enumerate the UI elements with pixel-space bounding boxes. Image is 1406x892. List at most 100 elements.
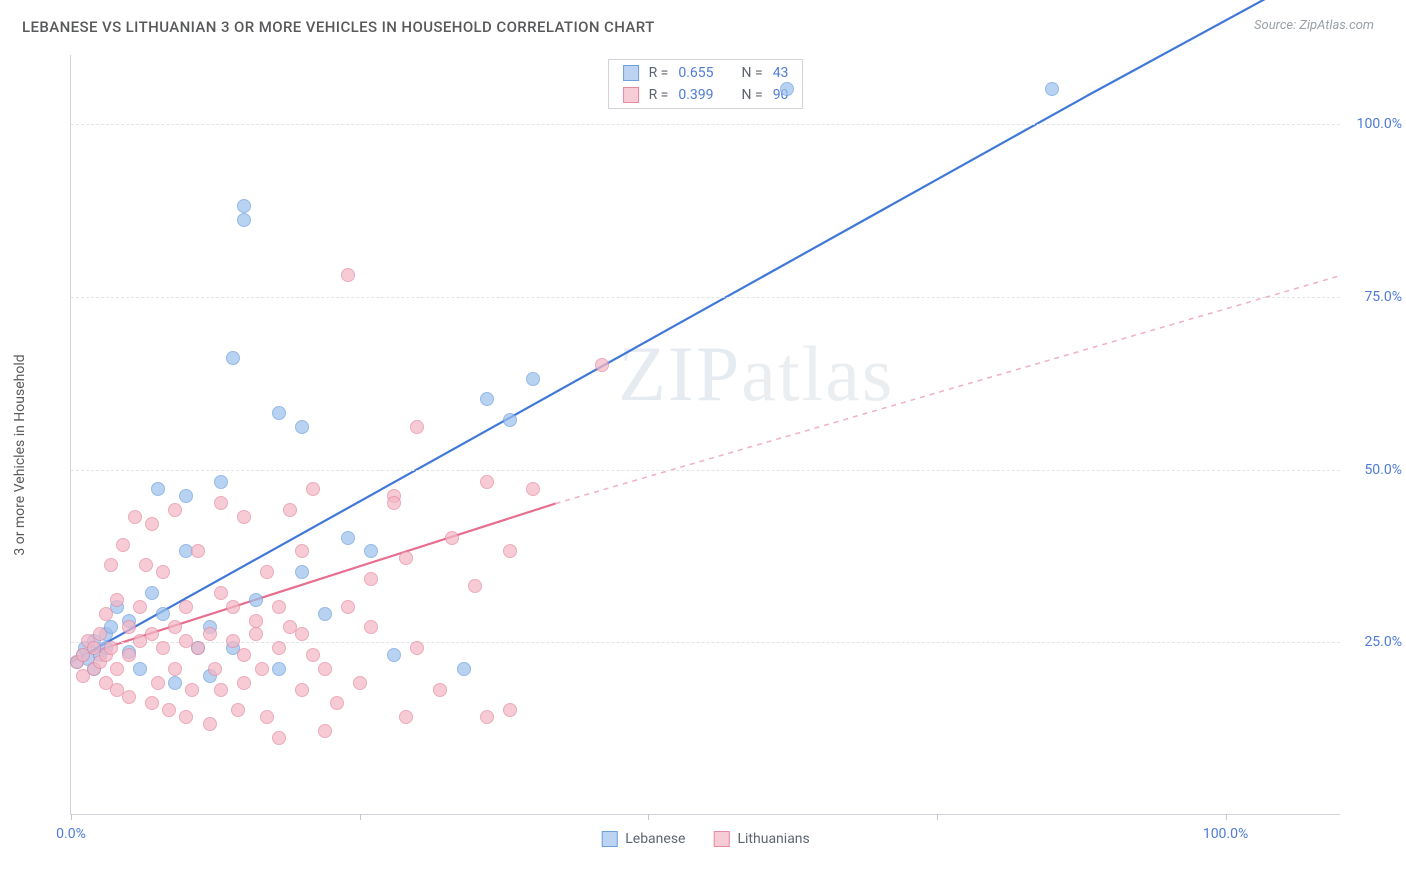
data-point: [191, 641, 205, 655]
data-point: [410, 641, 424, 655]
gridline-h: [71, 642, 1340, 643]
data-point: [503, 413, 517, 427]
data-point: [457, 662, 471, 676]
stats-row: R = 0.399N = 90: [609, 84, 803, 106]
data-point: [260, 710, 274, 724]
data-point: [145, 517, 159, 531]
data-point: [306, 482, 320, 496]
data-point: [272, 641, 286, 655]
legend-swatch-icon: [623, 87, 639, 103]
y-tick-label: 50.0%: [1346, 462, 1402, 478]
data-point: [503, 544, 517, 558]
gridline-h: [71, 297, 1340, 298]
data-point: [295, 420, 309, 434]
data-point: [480, 392, 494, 406]
stat-label: R =: [649, 65, 669, 81]
data-point: [410, 420, 424, 434]
data-point: [318, 662, 332, 676]
data-point: [116, 538, 130, 552]
data-point: [156, 641, 170, 655]
data-point: [128, 510, 142, 524]
data-point: [364, 572, 378, 586]
trend-lines: [71, 55, 1340, 814]
data-point: [179, 489, 193, 503]
data-point: [168, 662, 182, 676]
x-tick: [937, 814, 938, 820]
data-point: [179, 600, 193, 614]
data-point: [226, 634, 240, 648]
data-point: [214, 475, 228, 489]
data-point: [99, 607, 113, 621]
data-point: [503, 703, 517, 717]
data-point: [526, 372, 540, 386]
data-point: [595, 358, 609, 372]
data-point: [151, 676, 165, 690]
data-point: [272, 406, 286, 420]
data-point: [272, 600, 286, 614]
data-point: [237, 199, 251, 213]
data-point: [306, 648, 320, 662]
data-point: [145, 627, 159, 641]
legend-swatch-icon: [601, 831, 617, 847]
data-point: [260, 565, 274, 579]
stat-r-value: 0.399: [678, 87, 713, 103]
data-point: [226, 351, 240, 365]
data-point: [110, 662, 124, 676]
legend-swatch-icon: [623, 65, 639, 81]
data-point: [295, 627, 309, 641]
data-point: [341, 268, 355, 282]
data-point: [237, 648, 251, 662]
data-point: [156, 607, 170, 621]
data-point: [145, 696, 159, 710]
data-point: [104, 641, 118, 655]
data-point: [353, 676, 367, 690]
stats-legend-box: R = 0.655N = 43R = 0.399N = 90: [608, 59, 804, 109]
data-point: [156, 565, 170, 579]
stat-r-value: 0.655: [678, 65, 713, 81]
data-point: [295, 683, 309, 697]
data-point: [237, 510, 251, 524]
data-point: [780, 82, 794, 96]
data-point: [110, 593, 124, 607]
data-point: [139, 558, 153, 572]
data-point: [93, 627, 107, 641]
data-point: [237, 213, 251, 227]
x-tick-label: 0.0%: [56, 826, 86, 842]
data-point: [295, 565, 309, 579]
data-point: [208, 662, 222, 676]
data-point: [133, 662, 147, 676]
data-point: [231, 703, 245, 717]
data-point: [364, 544, 378, 558]
stat-label: N =: [742, 65, 763, 81]
data-point: [151, 482, 165, 496]
stat-n-value: 43: [773, 65, 789, 81]
data-point: [341, 600, 355, 614]
data-point: [295, 544, 309, 558]
legend-item: Lebanese: [601, 831, 685, 847]
data-point: [318, 724, 332, 738]
data-point: [399, 551, 413, 565]
stat-label: N =: [742, 87, 763, 103]
legend-swatch-icon: [713, 831, 729, 847]
x-tick: [1226, 814, 1227, 820]
y-tick-label: 100.0%: [1346, 116, 1402, 132]
data-point: [214, 586, 228, 600]
data-point: [526, 482, 540, 496]
data-point: [255, 662, 269, 676]
x-tick: [360, 814, 361, 820]
data-point: [179, 710, 193, 724]
gridline-h: [71, 124, 1340, 125]
data-point: [399, 710, 413, 724]
data-point: [341, 531, 355, 545]
data-point: [249, 593, 263, 607]
source-attribution: Source: ZipAtlas.com: [1254, 18, 1374, 33]
data-point: [162, 703, 176, 717]
data-point: [168, 676, 182, 690]
x-tick: [71, 814, 72, 820]
data-point: [468, 579, 482, 593]
data-point: [145, 586, 159, 600]
data-point: [318, 607, 332, 621]
stat-label: R =: [649, 87, 669, 103]
legend-label: Lebanese: [625, 831, 685, 847]
x-tick-label: 100.0%: [1203, 826, 1248, 842]
